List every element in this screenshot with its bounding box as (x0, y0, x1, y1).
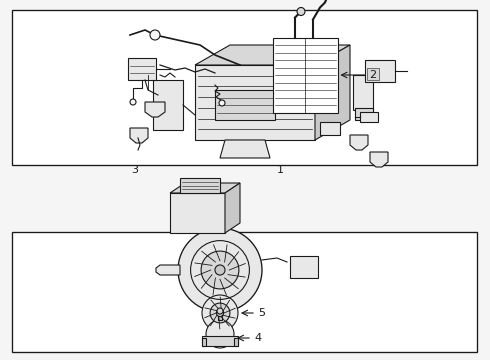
Bar (234, 338, 238, 346)
Bar (180, 178, 220, 193)
Text: 2: 2 (369, 70, 377, 80)
Circle shape (206, 320, 234, 348)
Bar (153, 80, 183, 130)
Circle shape (210, 303, 230, 323)
Circle shape (202, 295, 238, 331)
Polygon shape (315, 45, 350, 140)
Bar (367, 68, 379, 80)
Polygon shape (225, 183, 240, 233)
Bar (128, 58, 156, 80)
Bar (215, 90, 275, 120)
Text: 3: 3 (131, 165, 139, 175)
Polygon shape (220, 140, 270, 158)
Bar (12, 10, 477, 165)
Bar (355, 108, 373, 120)
Circle shape (150, 30, 160, 40)
Text: 4: 4 (254, 333, 261, 343)
Bar (365, 60, 395, 82)
Bar (290, 256, 318, 278)
Text: 1: 1 (276, 165, 284, 175)
Bar (12, 232, 477, 352)
Polygon shape (156, 265, 180, 275)
Bar (202, 338, 206, 346)
Circle shape (219, 100, 225, 106)
Bar (272, 37, 338, 112)
Polygon shape (370, 152, 388, 167)
Circle shape (217, 308, 223, 314)
Polygon shape (195, 45, 350, 65)
Text: 5: 5 (258, 308, 265, 318)
Bar (218, 312, 222, 320)
Polygon shape (145, 102, 165, 117)
Polygon shape (170, 183, 240, 193)
Bar (202, 336, 238, 346)
Polygon shape (130, 128, 148, 143)
Circle shape (217, 309, 223, 316)
Circle shape (130, 99, 136, 105)
Bar (353, 75, 373, 110)
Polygon shape (195, 65, 315, 140)
Bar (170, 193, 225, 233)
Circle shape (297, 8, 305, 15)
Polygon shape (360, 112, 378, 122)
Polygon shape (350, 135, 368, 150)
Circle shape (215, 265, 225, 275)
Circle shape (178, 228, 262, 312)
Polygon shape (320, 122, 340, 135)
Circle shape (201, 251, 239, 289)
